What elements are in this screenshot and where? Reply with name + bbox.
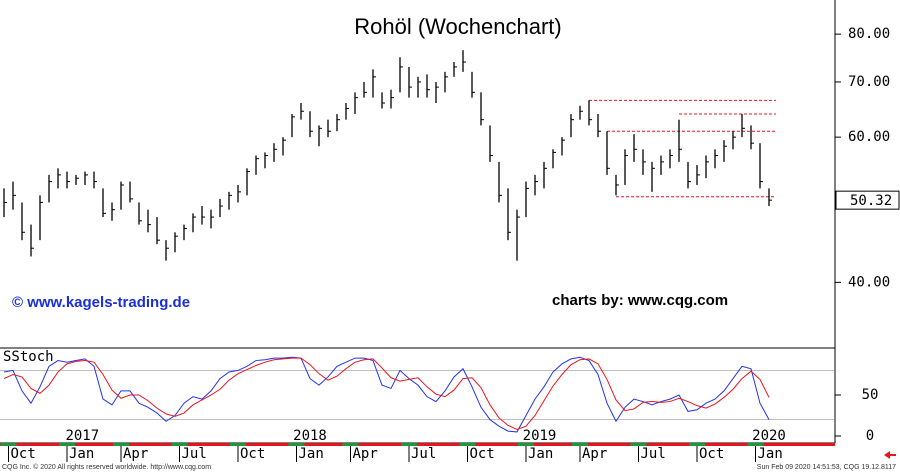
time-strip-segment	[288, 443, 305, 446]
time-strip-segment	[59, 443, 75, 446]
last-price-label: 50.32	[850, 193, 892, 209]
x-tick-label: Jan	[69, 446, 94, 462]
x-tick-label: Oct	[240, 446, 265, 462]
y-tick-label: 0	[866, 428, 874, 444]
chart-title: Rohöl (Wochenchart)	[354, 14, 561, 39]
last-price-box	[835, 190, 900, 210]
stoch-line	[3, 357, 770, 430]
x-tick-label: Jan	[299, 446, 324, 462]
time-strip-segment	[171, 443, 188, 446]
year-label: 2020	[752, 428, 786, 444]
x-tick-label: Oct	[470, 446, 495, 462]
y-tick-label: 60.00	[848, 129, 890, 145]
scroll-arrow[interactable]	[884, 451, 896, 459]
year-label: 2017	[65, 428, 99, 444]
source-note: charts by: www.cqg.com	[552, 292, 728, 309]
x-tick-label: Jul	[411, 446, 436, 462]
stoch-line	[3, 356, 770, 433]
y-tick-label: 50	[862, 387, 879, 403]
y-tick-label: 80.00	[848, 26, 890, 42]
year-label: 2019	[523, 428, 557, 444]
time-strip	[0, 443, 835, 446]
footer-right: Sun Feb 09 2020 14:51:53, CQG 19.12.8117	[757, 464, 896, 471]
time-strip-segment	[572, 443, 588, 446]
time-strip-segment	[230, 443, 246, 446]
indicator-title: SStoch	[3, 349, 54, 365]
x-tick-label: Jul	[182, 446, 207, 462]
time-strip-segment	[689, 443, 705, 446]
footer-left: CQG Inc. © 2020 All rights reserved worl…	[2, 463, 211, 471]
x-tick-label: Oct	[11, 446, 36, 462]
x-tick-label: Apr	[353, 446, 378, 462]
x-tick-label: Jan	[758, 446, 783, 462]
y-tick-label: 70.00	[848, 74, 890, 90]
x-tick-label: Jul	[641, 446, 666, 462]
watermark: © www.kagels-trading.de	[12, 294, 190, 311]
y-tick-label: 40.00	[848, 274, 890, 290]
time-strip-segment	[518, 443, 534, 446]
x-tick-label: Jan	[528, 446, 553, 462]
x-tick-label: Apr	[123, 446, 148, 462]
time-strip-segment	[747, 443, 764, 446]
time-strip-segment	[342, 443, 359, 446]
time-strip-segment	[113, 443, 129, 446]
time-strip-segment	[0, 443, 17, 446]
time-strip-segment	[630, 443, 647, 446]
time-strip-segment	[459, 443, 476, 446]
year-label: 2018	[293, 428, 327, 444]
x-tick-label: Oct	[699, 446, 724, 462]
x-tick-label: Apr	[582, 446, 607, 462]
time-strip-segment	[401, 443, 417, 446]
